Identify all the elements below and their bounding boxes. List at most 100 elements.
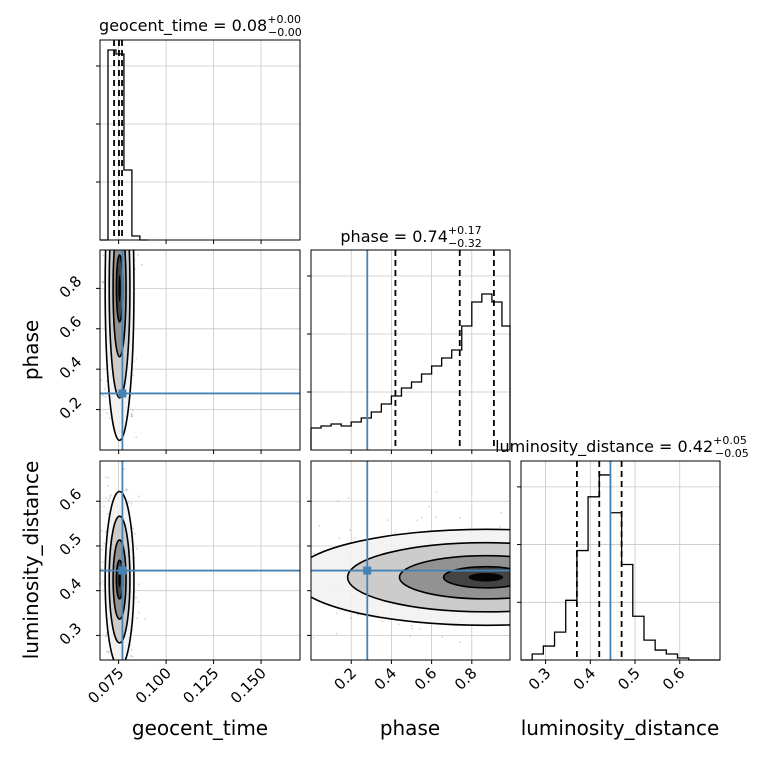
sample-point <box>524 587 526 589</box>
sample-point <box>533 584 535 586</box>
sample-point <box>115 211 117 213</box>
sample-point <box>126 162 128 164</box>
sample-point <box>119 207 121 209</box>
sample-point <box>130 414 133 416</box>
sample-point <box>582 532 584 534</box>
sample-point <box>294 578 296 580</box>
sample-point <box>125 175 127 177</box>
sample-point <box>103 129 105 131</box>
title-geocent-time-minus: −0.00 <box>268 26 302 39</box>
sample-point <box>275 575 277 577</box>
sample-point <box>551 591 553 593</box>
sample-point <box>275 587 277 589</box>
sample-point <box>584 587 586 589</box>
sample-point <box>98 632 100 634</box>
sample-point <box>289 585 291 587</box>
contour-level <box>468 572 504 582</box>
sample-point <box>101 548 103 551</box>
sample-point <box>127 236 129 238</box>
sample-point <box>607 535 609 537</box>
sample-point <box>611 614 613 616</box>
sample-point <box>117 194 119 196</box>
sample-point <box>538 610 540 612</box>
sample-point <box>562 614 564 616</box>
sample-point <box>529 574 531 576</box>
sample-point <box>136 254 139 256</box>
sample-point <box>397 623 400 626</box>
sample-point <box>650 621 652 623</box>
sample-point <box>91 386 93 388</box>
sample-point <box>104 531 107 534</box>
sample-point <box>540 506 542 508</box>
sample-point <box>563 596 565 598</box>
sample-point <box>243 542 245 544</box>
sample-point <box>702 575 704 577</box>
sample-point <box>667 542 669 544</box>
sample-point <box>638 614 640 616</box>
sample-point <box>113 453 115 455</box>
sample-point <box>141 117 143 119</box>
x-tick-label: 0.6 <box>411 664 441 694</box>
truth-marker <box>363 566 372 575</box>
sample-point <box>554 564 556 566</box>
panel-phase-vs-geocent-time-frame <box>99 249 301 451</box>
sample-point <box>105 496 107 499</box>
sample-point <box>119 247 121 249</box>
sample-point <box>112 247 114 249</box>
histogram-geocent-time <box>100 49 148 241</box>
sample-point <box>136 617 139 620</box>
sample-point <box>120 206 122 208</box>
sample-point <box>101 280 104 283</box>
sample-point <box>127 223 129 225</box>
sample-point <box>267 614 269 616</box>
sample-point <box>529 558 531 560</box>
sample-point <box>130 412 133 415</box>
sample-point <box>500 511 503 514</box>
sample-point <box>116 63 118 65</box>
sample-point <box>107 651 110 654</box>
sample-point <box>110 179 112 181</box>
sample-point <box>125 219 127 221</box>
sample-point <box>126 475 128 477</box>
sample-point <box>518 590 520 592</box>
sample-point <box>571 550 573 552</box>
sample-point <box>138 611 141 614</box>
sample-point <box>658 625 660 627</box>
sample-point <box>435 516 438 519</box>
sample-point <box>101 580 104 583</box>
sample-point <box>518 587 520 589</box>
sample-point <box>108 497 111 500</box>
sample-point <box>242 580 244 582</box>
sample-point <box>115 248 117 250</box>
xlabel-phase: phase <box>380 716 440 740</box>
sample-point <box>132 527 135 530</box>
sample-point <box>585 583 587 585</box>
x-tick-label: 0.4 <box>371 664 401 694</box>
sample-point <box>614 605 616 607</box>
sample-point <box>119 459 121 461</box>
sample-point <box>612 525 614 527</box>
sample-point <box>623 612 625 614</box>
sample-point <box>626 539 628 541</box>
sample-point <box>673 545 675 547</box>
sample-point <box>670 555 672 557</box>
sample-point <box>251 588 253 590</box>
sample-point <box>125 195 127 197</box>
sample-point <box>124 454 126 456</box>
sample-point <box>129 214 131 216</box>
sample-point <box>512 570 514 572</box>
sample-point <box>532 535 534 537</box>
sample-point <box>572 535 574 537</box>
sample-point <box>107 477 110 479</box>
sample-point <box>111 201 113 203</box>
sample-point <box>123 667 125 669</box>
sample-point <box>118 664 120 666</box>
sample-point <box>637 631 639 633</box>
title-phase: phase = 0.74+0.17 <box>340 224 481 246</box>
sample-point <box>104 395 107 398</box>
sample-point <box>557 561 559 563</box>
sample-point <box>421 516 423 519</box>
sample-point <box>132 150 134 152</box>
sample-point <box>740 587 742 589</box>
sample-point <box>135 679 137 681</box>
